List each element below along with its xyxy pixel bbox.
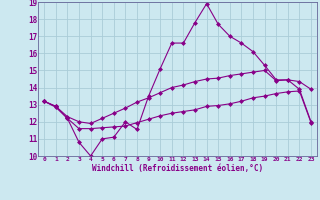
X-axis label: Windchill (Refroidissement éolien,°C): Windchill (Refroidissement éolien,°C)	[92, 164, 263, 173]
